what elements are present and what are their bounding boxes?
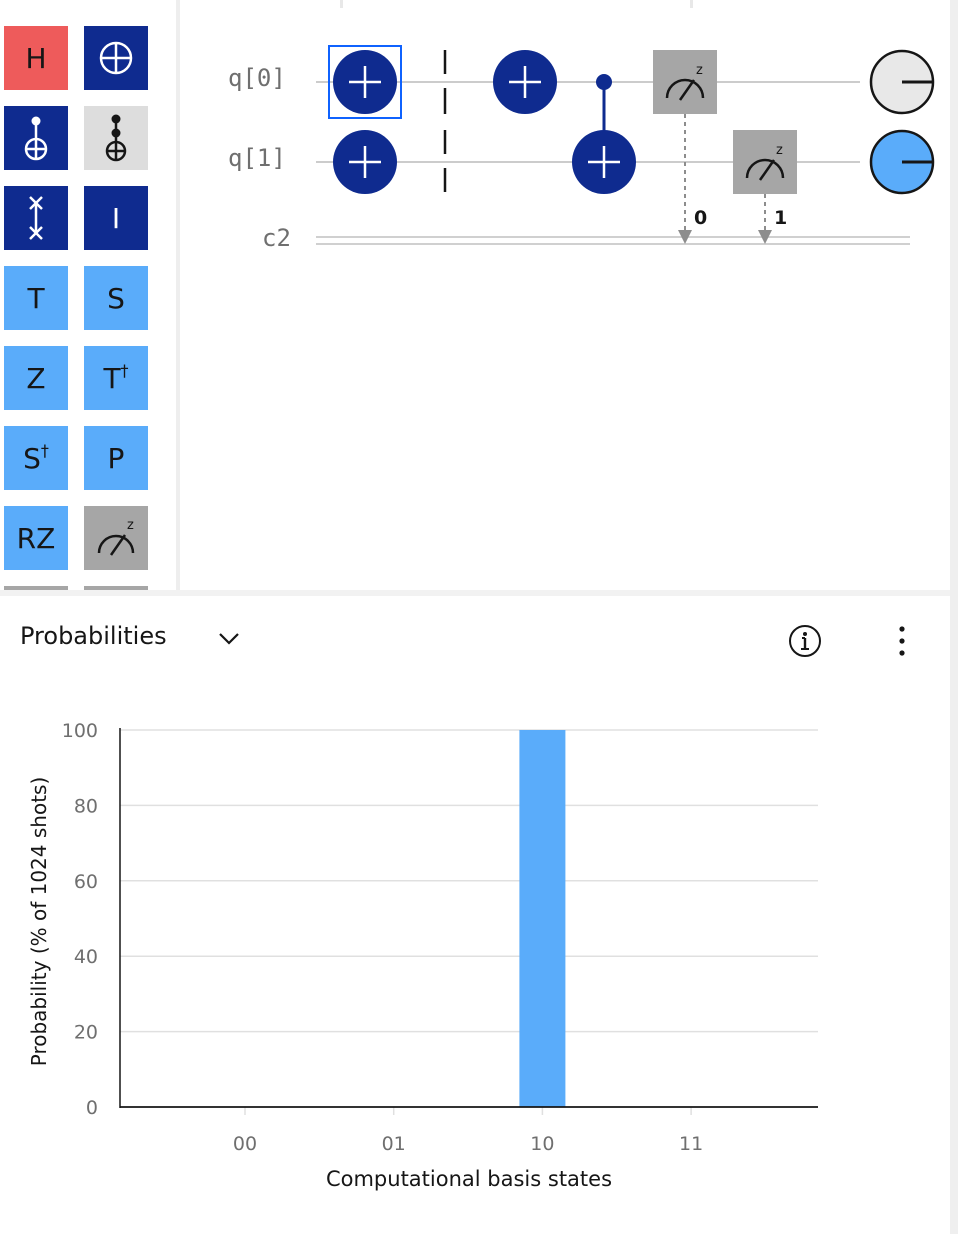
palette-divider [176, 0, 180, 590]
palette-gate-not[interactable] [84, 26, 148, 90]
palette-gate-z[interactable]: Z [4, 346, 68, 410]
y-tick-label: 40 [74, 946, 98, 968]
x-tick-label: 00 [233, 1133, 257, 1155]
classical-bit-label-0: 0 [694, 207, 707, 229]
palette-gate-swap[interactable] [4, 186, 68, 250]
info-icon[interactable] [788, 624, 822, 658]
svg-text:z: z [776, 143, 783, 158]
cnot-icon [16, 111, 56, 165]
gate-label: P [107, 441, 125, 475]
palette-gate-t[interactable]: T [4, 266, 68, 330]
x-gate[interactable] [333, 50, 397, 114]
measure-icon: z [91, 513, 141, 563]
chevron-down-icon[interactable] [214, 626, 244, 650]
y-tick-label: 0 [86, 1097, 98, 1119]
x-tick-label: 10 [530, 1133, 554, 1155]
measure-basis-label: z [696, 63, 703, 78]
gate-palette: H I T S Z T † S † P RZ z [0, 0, 176, 590]
results-panel: Probabilities 0 20 40 60 80 100 00 01 10 11 Comput… [0, 596, 950, 1234]
palette-gate-i[interactable]: I [84, 186, 148, 250]
palette-gate-s[interactable]: S [84, 266, 148, 330]
palette-gate-rz[interactable]: RZ [4, 506, 68, 570]
x-axis-label: Computational basis states [326, 1167, 612, 1191]
palette-gate-tdg[interactable]: T † [84, 346, 148, 410]
toffoli-icon [96, 111, 136, 165]
gate-label: T [27, 281, 45, 315]
gate-dagger: † [120, 360, 129, 380]
palette-gate-p[interactable]: P [84, 426, 148, 490]
y-tick-label: 100 [62, 720, 98, 742]
palette-gate-partial[interactable] [84, 586, 148, 590]
measure-gate[interactable]: z [733, 130, 797, 244]
wire-label-q0: q[0] [228, 64, 286, 92]
selected-gate-outline [328, 45, 402, 119]
palette-gate-sdg[interactable]: S † [4, 426, 68, 490]
column-divider [690, 0, 693, 8]
x-tick-label: 01 [382, 1133, 406, 1155]
cnot-gate[interactable] [572, 74, 636, 194]
x-gate[interactable] [493, 50, 557, 114]
gate-dagger: † [40, 440, 49, 460]
classical-bit-label-1: 1 [774, 207, 787, 229]
wire-label-q1: q[1] [228, 144, 286, 172]
visualization-select-label[interactable]: Probabilities [20, 622, 167, 650]
panel-border [950, 0, 958, 1234]
measure-gate[interactable]: z [653, 50, 717, 244]
gate-label: S [107, 281, 125, 315]
y-tick-label: 60 [74, 871, 98, 893]
overflow-menu-icon[interactable] [888, 624, 916, 660]
palette-gate-partial[interactable] [4, 586, 68, 590]
y-axis-label: Probability (% of 1024 shots) [27, 777, 51, 1067]
svg-text:z: z [127, 518, 134, 533]
palette-gate-toffoli[interactable] [84, 106, 148, 170]
gate-label: I [111, 201, 121, 235]
wire-label-c2: c2 [262, 224, 291, 252]
qubit-state-indicator-q1 [869, 129, 935, 195]
composer-panel: H I T S Z T † S † P RZ z q[0] q[1] c2 [0, 0, 950, 590]
circuit-diagram: z 0 z 1 [316, 45, 935, 245]
gate-label: Z [26, 361, 46, 395]
palette-gate-h[interactable]: H [4, 26, 68, 90]
bar-10 [519, 730, 566, 1107]
probability-bar-chart: 0 20 40 60 80 100 00 01 10 11 Computational basis … [27, 720, 818, 1191]
y-tick-label: 20 [74, 1022, 98, 1044]
column-divider [340, 0, 343, 8]
palette-gate-measure[interactable]: z [84, 506, 148, 570]
gate-label: S [23, 441, 41, 475]
x-gate[interactable] [333, 130, 397, 194]
circuit-canvas[interactable]: q[0] q[1] c2 [180, 0, 950, 590]
oplus-icon [96, 38, 136, 78]
x-tick-label: 11 [679, 1133, 703, 1155]
swap-icon [16, 191, 56, 245]
gate-label: T [103, 361, 121, 395]
gate-label: RZ [16, 521, 56, 555]
y-tick-label: 80 [74, 795, 98, 817]
palette-gate-cnot[interactable] [4, 106, 68, 170]
gate-label: H [25, 41, 47, 75]
qubit-state-indicator-q0 [869, 49, 935, 115]
